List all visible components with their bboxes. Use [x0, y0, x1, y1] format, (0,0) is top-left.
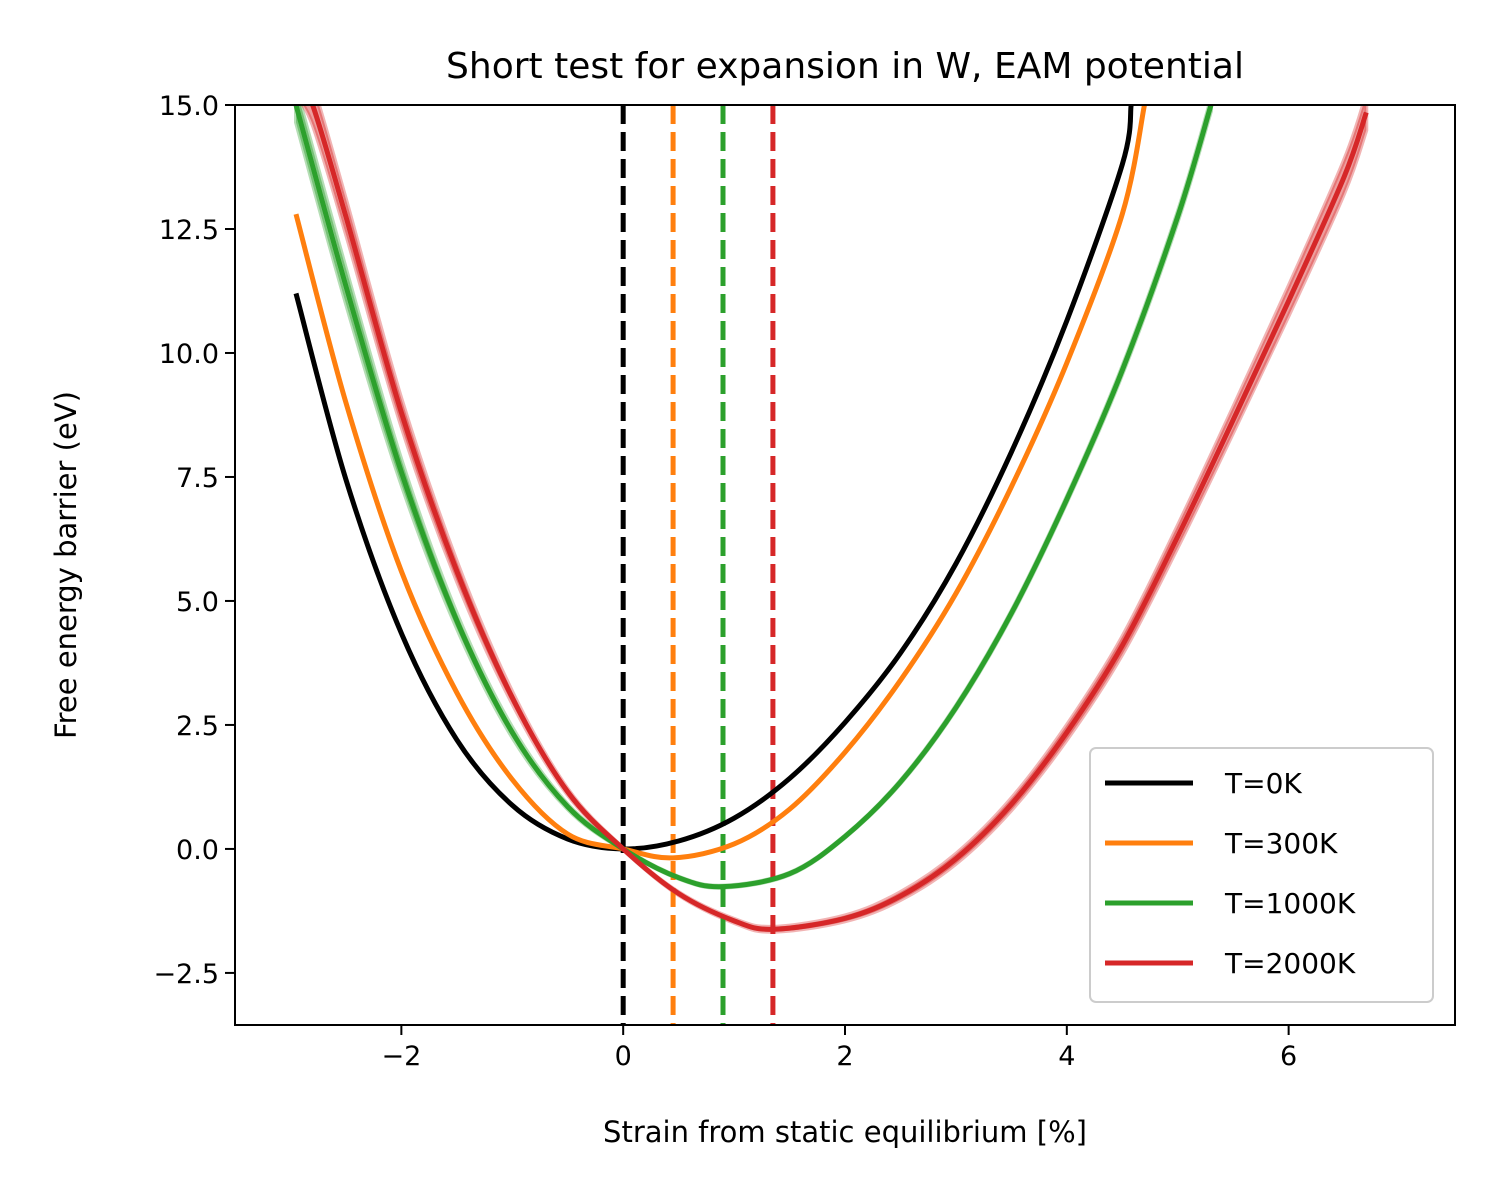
- y-tick-label: 10.0: [159, 339, 219, 370]
- y-tick-label: 5.0: [176, 587, 219, 618]
- legend-box: [1089, 747, 1434, 1003]
- y-tick-label: 12.5: [159, 215, 219, 246]
- legend-label-t-300k: T=300K: [1224, 827, 1338, 860]
- series-lines: [293, 105, 1369, 932]
- y-tick-label: 15.0: [159, 91, 219, 122]
- x-tick-label: 2: [836, 1041, 853, 1072]
- y-tick-label: 0.0: [176, 835, 219, 866]
- chart-title: Short test for expansion in W, EAM poten…: [446, 46, 1244, 87]
- y-axis-ticks: −2.5 0.0 2.5 5.0 7.5 10.0 12.5 15.0: [153, 91, 235, 990]
- legend-label-t-1000k: T=1000K: [1224, 887, 1356, 920]
- series-line-t-1000k: [293, 105, 1214, 890]
- series-line-t-2000k: [309, 105, 1369, 932]
- y-axis-label: Free energy barrier (eV): [49, 391, 83, 739]
- x-tick-label: 4: [1058, 1041, 1075, 1072]
- x-tick-label: −2: [381, 1041, 421, 1072]
- y-tick-label: 2.5: [176, 711, 219, 742]
- y-tick-label: −2.5: [153, 959, 219, 990]
- y-tick-label: 7.5: [176, 463, 219, 494]
- legend-label-t-2000k: T=2000K: [1224, 947, 1356, 980]
- x-tick-label: 0: [615, 1041, 632, 1072]
- series-line-t-300k: [293, 105, 1147, 861]
- x-tick-label: 6: [1280, 1041, 1297, 1072]
- x-axis-ticks: −2 0 2 4 6: [381, 1025, 1297, 1072]
- x-axis-label: Strain from static equilibrium [%]: [603, 1115, 1087, 1149]
- legend: T=0K T=300K T=1000K T=2000K: [1089, 747, 1434, 1003]
- series-line-t-0k: [293, 105, 1134, 852]
- legend-label-t-0k: T=0K: [1224, 767, 1302, 800]
- equilibrium-lines: [620, 105, 776, 1025]
